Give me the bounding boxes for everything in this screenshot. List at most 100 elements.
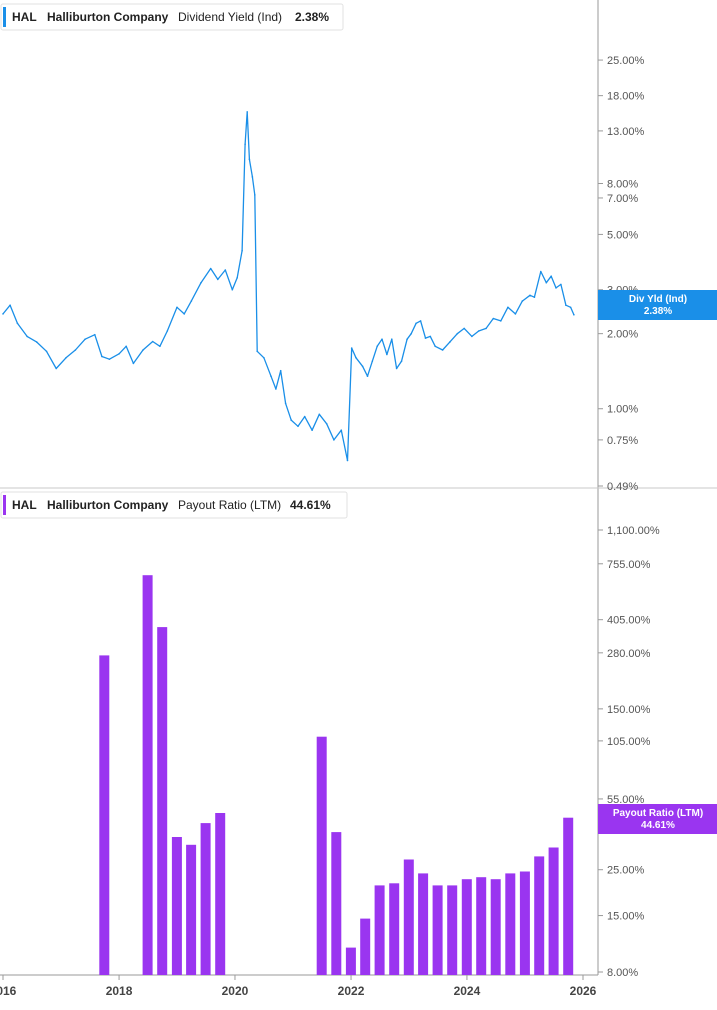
y-tick-label: 0.49% bbox=[607, 481, 638, 493]
y-tick-label: 8.00% bbox=[607, 967, 638, 979]
dividend-yield-point bbox=[415, 322, 417, 325]
badge-value: 2.38% bbox=[644, 306, 672, 317]
payout-ratio-bar bbox=[534, 856, 545, 975]
y-tick-label: 25.00% bbox=[607, 865, 645, 877]
dividend-yield-badge: Div Yld (Ind) 2.38% bbox=[598, 290, 717, 320]
x-tick-label: 2022 bbox=[338, 984, 365, 998]
dividend-yield-point bbox=[521, 300, 524, 302]
payout-ratio-bar bbox=[186, 844, 197, 975]
dividend-yield-point bbox=[410, 332, 413, 335]
legend-ticker: HAL bbox=[12, 10, 37, 24]
dividend-yield-legend[interactable]: HAL Halliburton Company Dividend Yield (… bbox=[0, 3, 344, 31]
dividend-yield-point bbox=[254, 194, 256, 196]
dividend-yield-point bbox=[246, 111, 248, 113]
dividend-yield-point bbox=[391, 338, 393, 341]
y-tick-label: 15.00% bbox=[607, 911, 645, 923]
payout-ratio-bar bbox=[157, 627, 168, 975]
payout-ratio-bar bbox=[345, 947, 356, 975]
dividend-yield-point bbox=[26, 335, 28, 338]
dividend-yield-point bbox=[224, 269, 227, 271]
dividend-yield-point bbox=[142, 349, 144, 351]
badge-background bbox=[598, 290, 717, 320]
y-tick-label: 105.00% bbox=[607, 736, 651, 748]
dividend-yield-point bbox=[55, 367, 57, 370]
dividend-yield-point bbox=[9, 304, 11, 307]
dividend-yield-point bbox=[74, 349, 77, 351]
payout-ratio-bar bbox=[215, 813, 226, 975]
payout-ratio-bar bbox=[374, 885, 385, 975]
dividend-yield-point bbox=[340, 429, 343, 432]
dividend-yield-point bbox=[395, 367, 398, 370]
y-tick-label: 755.00% bbox=[607, 559, 651, 571]
payout-ratio-bar bbox=[171, 837, 182, 975]
payout-ratio-legend[interactable]: HAL Halliburton Company Payout Ratio (LT… bbox=[0, 491, 348, 519]
payout-ratio-bar bbox=[142, 575, 153, 975]
dividend-yield-point bbox=[463, 327, 466, 330]
dividend-yield-plot bbox=[2, 111, 575, 462]
badge-label: Payout Ratio (LTM) bbox=[613, 808, 703, 819]
dividend-yield-point bbox=[118, 353, 120, 355]
payout-ratio-badge: Payout Ratio (LTM) 44.61% bbox=[598, 804, 717, 834]
dividend-yield-point bbox=[386, 353, 388, 356]
dividend-yield-point bbox=[263, 357, 265, 359]
dividend-yield-point bbox=[166, 330, 169, 332]
dividend-yield-point bbox=[2, 313, 4, 315]
dividend-yield-point bbox=[36, 341, 38, 343]
dividend-yield-point bbox=[236, 277, 238, 279]
dividend-yield-point bbox=[333, 439, 335, 441]
y-tick-label: 7.00% bbox=[607, 193, 638, 205]
dividend-yield-point bbox=[485, 327, 487, 330]
badge-value: 44.61% bbox=[641, 820, 675, 831]
dividend-yield-point bbox=[132, 362, 135, 365]
y-tick-label: 55.00% bbox=[607, 794, 645, 806]
dividend-yield-point bbox=[565, 304, 567, 307]
dividend-yield-point bbox=[540, 270, 542, 273]
payout-ratio-y-axis: 1,100.00% 755.00% 405.00% 280.00% 150.00% 105… bbox=[598, 525, 660, 979]
x-tick-label: 2026 bbox=[570, 984, 597, 998]
x-tick-label: 2018 bbox=[106, 984, 133, 998]
dividend-yield-point bbox=[441, 349, 444, 351]
dividend-yield-y-axis: 25.00%18.00%13.00%8.00%7.00%5.00%3.00%2.… bbox=[598, 55, 645, 493]
y-tick-label: 18.00% bbox=[607, 91, 645, 103]
dividend-yield-point bbox=[573, 314, 575, 316]
dividend-yield-point bbox=[209, 267, 212, 270]
legend-ticker: HAL bbox=[12, 498, 37, 512]
payout-ratio-bar bbox=[331, 832, 342, 975]
payout-ratio-bar bbox=[519, 871, 530, 975]
y-tick-label: 13.00% bbox=[607, 126, 645, 138]
payout-ratio-bar bbox=[360, 918, 371, 975]
y-tick-label: 405.00% bbox=[607, 615, 651, 627]
dividend-yield-point bbox=[456, 332, 459, 335]
legend-value: 2.38% bbox=[295, 10, 329, 24]
dividend-yield-point bbox=[217, 278, 219, 281]
dividend-yield-point bbox=[45, 350, 48, 353]
dividend-yield-point bbox=[94, 333, 96, 336]
payout-ratio-bar bbox=[505, 873, 516, 975]
dividend-yield-point bbox=[449, 341, 451, 343]
dividend-yield-point bbox=[241, 249, 243, 252]
dividend-yield-point bbox=[318, 413, 321, 416]
legend-color-marker bbox=[3, 495, 6, 515]
dividend-yield-point bbox=[371, 360, 374, 363]
payout-ratio-bar bbox=[447, 885, 458, 975]
payout-ratio-bar bbox=[403, 859, 414, 975]
dividend-yield-point bbox=[350, 347, 353, 349]
dividend-yield-point bbox=[555, 287, 557, 289]
x-tick-label: 2024 bbox=[454, 984, 481, 998]
dividend-yield-point bbox=[514, 313, 517, 315]
dividend-yield-point bbox=[303, 415, 306, 418]
dividend-yield-point bbox=[533, 296, 536, 299]
dividend-yield-point bbox=[200, 281, 202, 284]
dividend-yield-point bbox=[429, 335, 432, 338]
dividend-yield-point bbox=[376, 345, 379, 348]
dividend-yield-point bbox=[419, 320, 422, 322]
dividend-yield-point bbox=[297, 425, 299, 428]
legend-value: 44.61% bbox=[290, 498, 331, 512]
payout-ratio-bar bbox=[548, 847, 559, 975]
dividend-yield-point bbox=[290, 419, 293, 421]
dividend-yield-point bbox=[244, 143, 246, 145]
legend-color-marker bbox=[3, 7, 6, 27]
legend-metric: Payout Ratio (LTM) bbox=[178, 498, 281, 512]
